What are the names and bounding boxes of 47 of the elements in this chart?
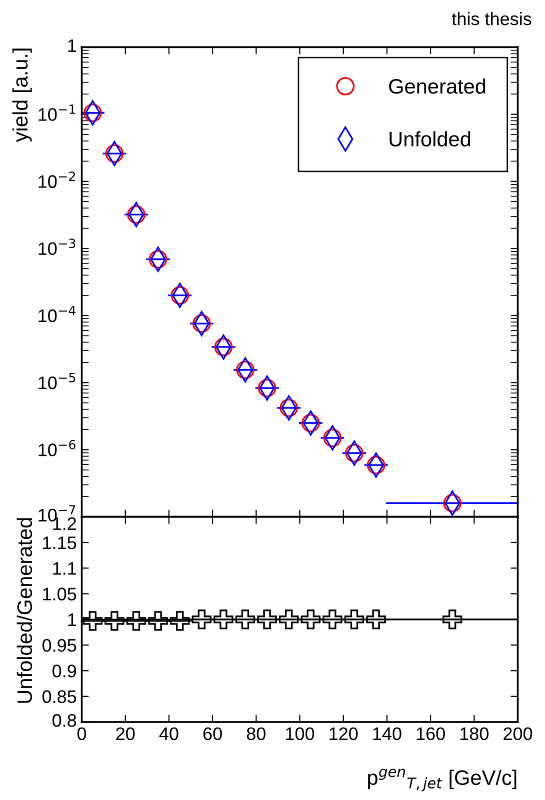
x-axis-title: p$^{gen}$$_{T,jet}$ [GeV/c] — [368, 768, 516, 792]
x-tick-label: 40 — [159, 727, 178, 740]
x-tick-label: 200 — [504, 727, 532, 740]
y-tick-label: 10$^{−1}$ — [38, 104, 76, 121]
x-tick-label: 0 — [77, 727, 86, 740]
y-tick-label: 0.85 — [42, 690, 76, 704]
y-tick-label: 0.95 — [42, 638, 76, 652]
point — [192, 314, 211, 333]
legend-label: Unfolded — [390, 131, 470, 147]
y-tick-label: 1 — [68, 614, 76, 626]
point — [366, 456, 386, 474]
point — [301, 414, 320, 432]
y-tick-label: 0.9 — [52, 664, 76, 678]
x-tick-label: 100 — [286, 727, 314, 740]
y-tick-label: 1.15 — [43, 536, 76, 550]
y-tick-label: 1.05 — [43, 588, 76, 600]
point — [105, 144, 124, 163]
y-tick-label: 10$^{−5}$ — [38, 372, 76, 390]
y-tick-label: 1.1 — [53, 562, 76, 575]
point — [170, 286, 190, 305]
point — [323, 428, 342, 448]
y-tick-label: 10$^{−4}$ — [38, 306, 76, 322]
text: this thesis — [452, 12, 532, 26]
legend-label: Generated — [389, 78, 486, 94]
point — [236, 360, 254, 380]
y-tick-label: 10$^{−3}$ — [38, 238, 76, 256]
point — [148, 250, 168, 268]
point — [83, 104, 102, 122]
point — [443, 494, 462, 512]
y-tick-label: 0.8 — [52, 714, 76, 727]
y-axis-title: yield [a.u.] — [12, 48, 32, 142]
y-tick-label: 10$^{−2}$ — [38, 171, 75, 188]
x-tick-label: 120 — [330, 727, 358, 740]
point — [280, 398, 298, 418]
point — [345, 444, 364, 462]
y-tick-label: 10$^{−6}$ — [38, 440, 76, 456]
y-axis-title: Unfolded/Generated — [16, 518, 32, 703]
x-tick-label: 60 — [203, 727, 222, 740]
x-tick-label: 180 — [460, 727, 489, 740]
x-tick-label: 80 — [246, 727, 266, 740]
point — [258, 378, 276, 398]
x-tick-label: 140 — [373, 727, 402, 740]
x-tick-label: 160 — [416, 727, 445, 740]
x-tick-label: 20 — [116, 727, 135, 740]
point — [127, 205, 146, 224]
point — [214, 338, 233, 356]
y-tick-label: 1 — [68, 39, 76, 52]
